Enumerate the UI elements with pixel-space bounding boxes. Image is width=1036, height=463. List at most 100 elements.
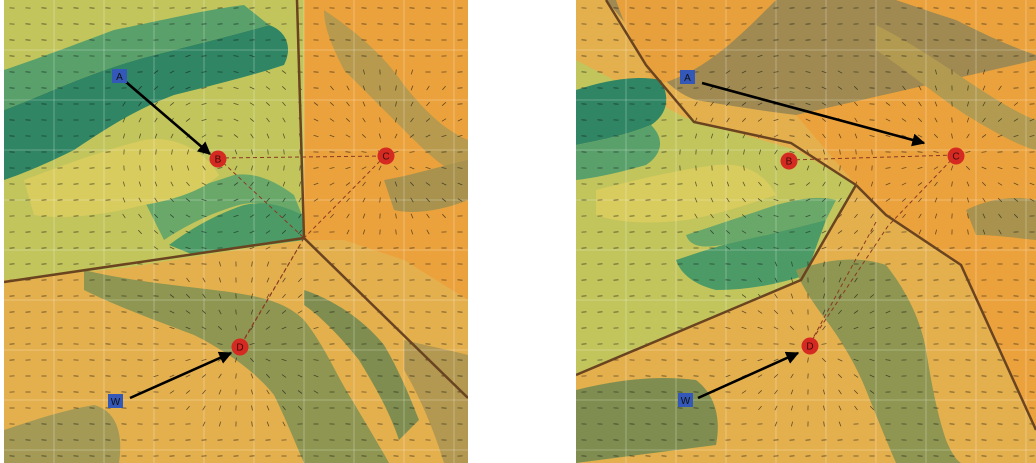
terrain-top-orange [616,0,776,85]
wind-vector [154,213,158,219]
wind-vector [298,197,302,203]
wind-vector [266,133,270,139]
node-b[interactable]: B [209,150,227,168]
wind-vector [297,390,303,394]
wind-vector [789,183,795,185]
wind-vector [821,246,827,250]
wind-vector [395,101,397,107]
wind-vector [741,310,747,314]
wind-vector [282,197,286,203]
wind-vector [410,69,414,75]
node-a[interactable]: A [112,69,127,83]
wind-vector [155,165,157,171]
wind-vector [346,197,350,203]
wind-vector [379,117,381,123]
wind-vector [805,247,811,249]
wind-vector [710,117,714,123]
node-w[interactable]: W [108,394,123,408]
wind-vector [918,197,922,203]
wind-vector [773,309,779,315]
wind-vector [378,133,382,139]
wind-vector [138,229,142,235]
wind-vector [966,197,970,203]
wind-vector [885,327,891,329]
wind-vector [981,151,987,153]
wind-vector [741,230,747,234]
wind-vector [917,166,923,170]
wind-vector [757,246,763,250]
wind-vector [694,197,698,203]
wind-vector [282,101,286,107]
terrain-center-yellow [596,164,776,223]
wind-vector [313,167,319,169]
node-c[interactable]: C [377,147,395,165]
grid-lines [576,0,1036,463]
wind-vector [837,246,843,250]
node-a[interactable]: A [680,70,695,84]
wind-vector [838,133,842,139]
wind-vector [297,326,303,330]
node-label: W [111,397,121,408]
wind-vector [1013,213,1019,219]
wind-vector [854,101,858,107]
node-d[interactable]: D [801,337,819,355]
wind-vector [821,214,827,218]
wind-vector [855,149,857,155]
wind-vector [870,229,874,235]
wind-vector [185,86,191,90]
node-d[interactable]: D [231,338,249,356]
wind-vector [854,197,858,203]
node-w[interactable]: W [678,393,693,407]
wind-vector [773,326,779,330]
wind-vector [821,102,827,106]
wind-vector [838,197,842,203]
wind-vector [361,166,367,170]
wind-vector [854,405,858,411]
wind-vector [805,198,811,202]
node-b[interactable]: B [780,152,798,170]
wind-vector [694,213,698,219]
wind-vector [1013,198,1019,202]
wind-vector [393,150,399,154]
wind-vector [837,373,843,379]
wind-vector [251,149,253,155]
wind-vector [266,309,270,315]
wind-vector [934,181,938,187]
wind-vector [185,359,191,361]
wind-vector [153,230,159,234]
wind-vector [297,359,303,361]
wind-vector [966,133,970,139]
wind-vector [395,69,397,75]
wind-vector [363,69,365,75]
wind-vector [201,182,207,186]
wind-vector [218,277,222,283]
wind-vector [838,261,842,267]
wind-vector [282,293,286,299]
wind-vector [153,359,159,361]
wind-vector [773,55,779,57]
wind-vector [741,102,747,106]
wind-vector [441,134,447,138]
node-c[interactable]: C [947,147,965,165]
wind-vector [885,310,891,314]
wind-vector [251,293,253,299]
wind-vector [298,213,302,219]
wind-vector [806,165,810,171]
wind-vector [394,181,398,187]
wind-vector [123,133,125,139]
node-label: A [116,72,123,83]
wind-vector [169,294,175,298]
wind-vector [426,213,430,219]
wind-vector [757,86,763,90]
wind-vector [410,85,414,91]
wind-vector [267,149,269,155]
wind-vector [186,181,190,187]
wind-vector [789,325,795,331]
wind-vector [202,405,206,411]
wind-vector [409,134,415,138]
wind-vector [998,229,1002,235]
wind-vector [710,229,714,235]
wind-vector [789,135,795,137]
wind-vector [313,182,319,186]
wind-vector [757,230,763,234]
